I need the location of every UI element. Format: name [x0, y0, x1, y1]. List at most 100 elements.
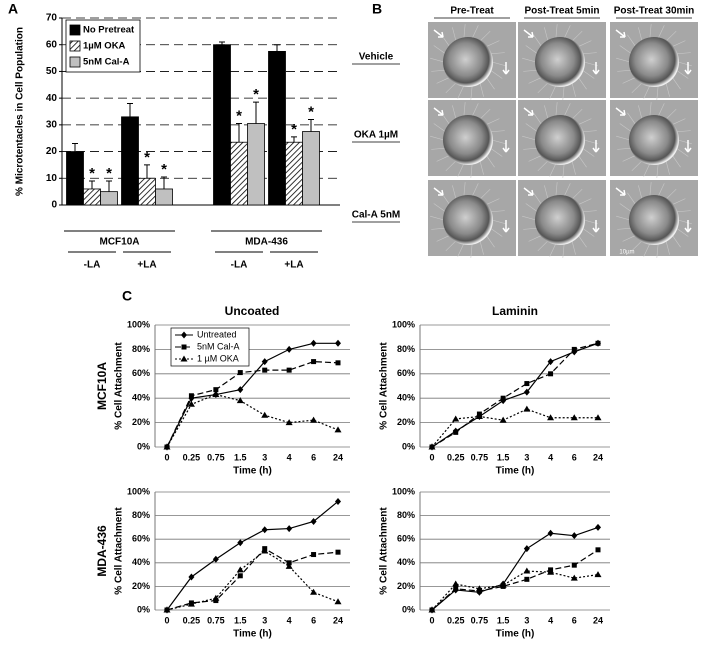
- marker: [212, 391, 220, 398]
- group-label: MCF10A: [99, 237, 139, 248]
- error-bar: [127, 102, 133, 117]
- marker: [261, 358, 268, 366]
- column-title: Uncoated: [225, 304, 280, 318]
- microtentacle: [656, 243, 659, 258]
- y-tick-label: 40%: [397, 393, 415, 403]
- bar: [121, 116, 139, 206]
- row-title: MCF10A: [95, 362, 109, 410]
- microtentacle: [544, 185, 549, 200]
- microtentacle: [582, 210, 597, 213]
- marker: [335, 360, 341, 366]
- microtentacle: [643, 243, 651, 257]
- microtentacle: [638, 27, 643, 42]
- marker: [180, 355, 188, 362]
- microtentacle: [627, 112, 636, 125]
- column-header: Post-Treat 5min: [524, 6, 599, 17]
- microtentacle: [562, 243, 565, 258]
- error-bar: [274, 44, 280, 52]
- marker: [428, 606, 436, 613]
- arrow: [502, 220, 510, 233]
- y-tick-label: 80%: [397, 344, 415, 354]
- microtentacle: [457, 85, 465, 99]
- legend-label: 1µM OKA: [83, 41, 126, 52]
- y-tick-label: 20%: [132, 417, 150, 427]
- scale-bar-label: 10µm: [619, 250, 634, 256]
- cell: [443, 37, 493, 87]
- error-bar: [236, 123, 242, 143]
- microtentacle: [563, 103, 571, 117]
- microtentacle: [638, 105, 643, 120]
- microtentacle: [643, 163, 651, 177]
- marker: [595, 340, 601, 346]
- column-header: Post-Treat 30min: [614, 6, 695, 17]
- y-tick-label: 80%: [132, 510, 150, 520]
- microtentacle: [491, 139, 506, 145]
- y-tick-label: 20%: [397, 581, 415, 591]
- microtentacle: [470, 163, 473, 178]
- legend-label: 1 µM OKA: [197, 353, 239, 363]
- microtentacle: [657, 103, 665, 117]
- y-tick-label: 50: [46, 66, 58, 77]
- error-bar: [219, 41, 225, 45]
- x-tick-label: 0.25: [447, 615, 465, 625]
- marker: [595, 547, 601, 553]
- marker: [452, 415, 460, 422]
- row-title: MDA-436: [95, 525, 109, 577]
- y-tick-label: 100%: [392, 486, 415, 496]
- x-tick-label: 6: [311, 452, 316, 462]
- micrograph: [518, 100, 606, 178]
- microtentacle: [657, 25, 665, 39]
- arrow: [615, 187, 626, 196]
- legend-swatch: [69, 40, 81, 52]
- x-tick-label: 0.75: [471, 452, 489, 462]
- microtentacle: [619, 203, 632, 213]
- legend-label: 5nM Cal-A: [83, 57, 130, 68]
- micrograph: [518, 22, 606, 100]
- microtentacle: [571, 240, 576, 255]
- microtentacle: [430, 57, 445, 63]
- microtentacle: [522, 57, 537, 63]
- x-tick-label: 4: [548, 615, 553, 625]
- microtentacle: [656, 85, 659, 100]
- microtentacle: [672, 235, 681, 248]
- bar: [302, 131, 320, 206]
- microtentacle: [491, 219, 506, 225]
- microtentacle: [563, 183, 571, 197]
- microtentacle: [486, 198, 500, 205]
- microtentacle: [525, 203, 538, 213]
- bar: [83, 188, 101, 206]
- cell: [443, 115, 493, 165]
- marker: [188, 573, 195, 581]
- y-tick-label: 80%: [397, 510, 415, 520]
- bar: [285, 141, 303, 206]
- microtentacle: [578, 155, 587, 168]
- x-axis-label: Time (h): [496, 466, 535, 477]
- error-bar: [253, 101, 259, 124]
- microtentacle: [486, 118, 500, 125]
- micrograph: [610, 180, 698, 258]
- y-tick-label: 60%: [132, 534, 150, 544]
- y-tick-label: 0%: [402, 604, 415, 614]
- y-tick-label: 100%: [127, 319, 150, 329]
- micrograph: [518, 180, 606, 258]
- arrow: [523, 187, 534, 196]
- significance-mark: *: [106, 165, 112, 182]
- microtentacle: [436, 155, 450, 162]
- group-label: MDA-436: [245, 237, 288, 248]
- microtentacle: [677, 219, 692, 225]
- marker: [334, 426, 342, 433]
- panel-label: B: [372, 1, 382, 17]
- y-tick-label: 20: [46, 146, 58, 157]
- marker: [310, 518, 317, 525]
- y-tick-label: 0%: [402, 441, 415, 451]
- microtentacle: [631, 240, 643, 252]
- x-tick-label: 24: [333, 452, 343, 462]
- marker: [311, 552, 317, 558]
- bar: [213, 44, 231, 206]
- microtentacle: [491, 61, 506, 67]
- error-bar: [291, 136, 297, 143]
- arrow: [684, 220, 692, 233]
- marker: [547, 568, 555, 575]
- marker: [335, 549, 341, 555]
- microtentacle: [463, 24, 466, 39]
